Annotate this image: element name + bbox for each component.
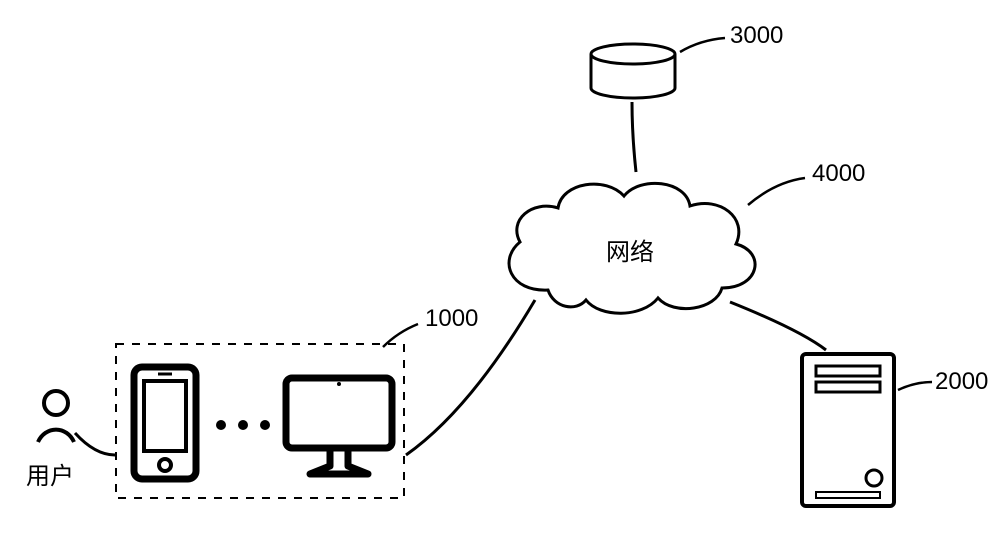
user-node xyxy=(32,388,80,449)
ref-3000: 3000 xyxy=(730,22,783,50)
server-icon xyxy=(798,350,898,510)
server-node xyxy=(798,350,898,515)
ref-2000: 2000 xyxy=(935,368,988,396)
phone-icon xyxy=(130,363,200,488)
user-icon xyxy=(32,388,80,444)
ref-1000: 1000 xyxy=(425,305,478,333)
database-icon xyxy=(588,42,678,102)
devices-ellipsis xyxy=(213,418,273,437)
database-node xyxy=(588,42,678,107)
cloud-label: 网络 xyxy=(606,232,654,267)
ref-4000: 4000 xyxy=(812,160,865,188)
monitor-icon xyxy=(280,372,398,487)
user-label: 用户 xyxy=(26,456,74,491)
diagram-canvas: 用户 1000 xyxy=(0,0,1000,552)
